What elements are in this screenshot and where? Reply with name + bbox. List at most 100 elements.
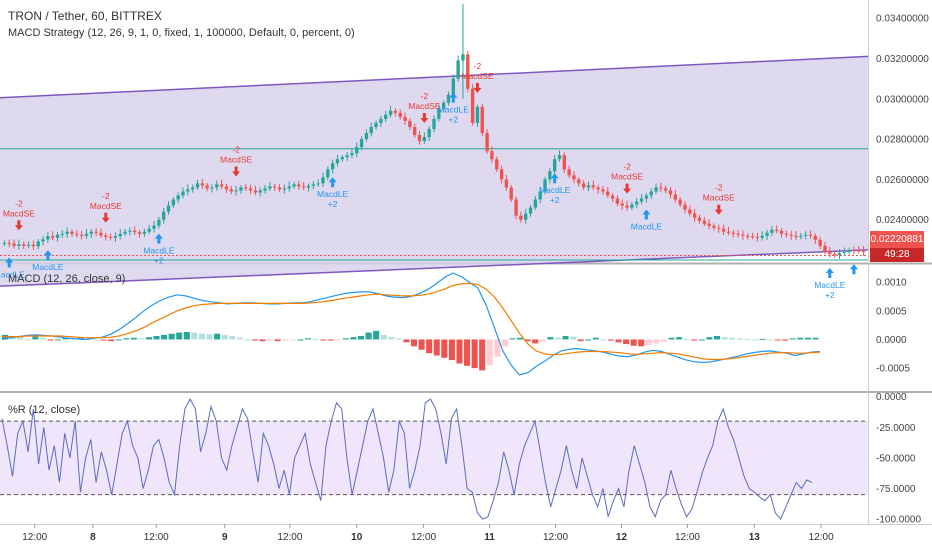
candle-body: [746, 235, 750, 237]
macd-histogram-bar: [426, 339, 433, 354]
time-axis-label: 9: [222, 532, 228, 543]
candle-body: [770, 229, 774, 233]
macd-histogram-bar: [676, 337, 683, 340]
long-entry-arrow: [550, 173, 559, 184]
candle-body: [2, 242, 7, 244]
macd-histogram-bar: [350, 337, 357, 340]
short-entry-qty: -2: [874, 0, 882, 2]
macd-histogram-bar: [464, 339, 471, 366]
candle-body: [538, 191, 542, 200]
candle-body: [784, 233, 789, 235]
candle-body: [413, 126, 417, 136]
candle-body: [60, 233, 65, 235]
candle-body: [630, 204, 634, 208]
candle-body: [451, 78, 455, 95]
price-axis-tick: 0.02800000: [876, 135, 929, 146]
candle-body: [219, 184, 224, 187]
macd-histogram-bar: [206, 334, 213, 340]
time-axis-label: 12:00: [22, 532, 47, 543]
candle-body: [678, 199, 682, 205]
candle-body: [152, 225, 156, 229]
macd-histogram-bar: [229, 336, 236, 340]
candle-body: [50, 236, 55, 238]
candle-body: [113, 236, 118, 238]
candle-body: [861, 250, 866, 252]
macd-histogram-bar: [698, 339, 705, 341]
long-entry-label: MacdLE: [0, 269, 25, 279]
candle-body: [229, 189, 233, 192]
macd-histogram-bar: [812, 337, 819, 340]
macd-histogram-bar: [115, 339, 122, 341]
macd-histogram-bar: [357, 336, 365, 340]
candle-body: [644, 195, 649, 199]
candle-body: [504, 179, 509, 188]
williams-r-axis-tick: 0.0000: [876, 392, 907, 403]
candle-body: [142, 231, 147, 234]
macd-histogram-bar: [615, 339, 622, 343]
candle-body: [847, 249, 851, 252]
candle-body: [736, 233, 740, 235]
candle-body: [46, 236, 50, 240]
candle-body: [789, 234, 793, 236]
macd-histogram-bar: [554, 337, 561, 340]
long-entry-label: MacdLE: [143, 246, 175, 256]
candle-body: [162, 211, 166, 220]
long-entry-label: MacdLE: [317, 189, 349, 199]
macd-histogram-bar: [486, 339, 493, 366]
short-entry-arrow: [101, 212, 110, 223]
candle-body: [572, 175, 576, 180]
candle-body: [649, 191, 653, 196]
macd-histogram-bar: [236, 337, 243, 340]
macd-histogram-bar: [668, 337, 675, 340]
candle-body: [355, 147, 359, 154]
macd-histogram-bar: [766, 339, 774, 341]
williams-r-axis-tick: -75.0000: [876, 484, 916, 495]
macd-histogram-bar: [744, 338, 751, 340]
macd-histogram-bar: [297, 339, 304, 341]
williams-r-legend[interactable]: %R (12, close): [8, 404, 81, 416]
candle-body: [268, 186, 272, 189]
long-entry-qty: +2: [154, 256, 164, 266]
time-axis-label: 12:00: [144, 532, 169, 543]
candle-body: [514, 199, 518, 216]
price-axis-tick: 0.02600000: [876, 175, 929, 186]
signal-line: [2, 282, 821, 361]
macd-histogram-bar: [47, 339, 54, 341]
short-entry-arrow: [714, 204, 723, 215]
candle-body: [596, 187, 600, 190]
candle-body: [837, 252, 842, 255]
candle-body: [533, 199, 538, 208]
macd-histogram-bar: [713, 336, 721, 340]
macd-histogram-bar: [562, 336, 569, 340]
candle-body: [683, 204, 687, 210]
long-entry-arrow: [5, 257, 14, 268]
time-axis-label: 8: [90, 532, 96, 543]
candle-body: [437, 108, 441, 119]
candle-body: [654, 187, 658, 192]
symbol-legend[interactable]: TRON / Tether, 60, BITTREX: [8, 9, 162, 23]
candle-body: [466, 54, 470, 89]
macd-histogram-bar: [759, 338, 766, 340]
macd-histogram-bar: [547, 337, 554, 340]
macd-histogram-bar: [108, 339, 115, 342]
candle-body: [432, 118, 436, 129]
strategy-legend[interactable]: MACD Strategy (12, 26, 9, 1, 0, fixed, 1…: [8, 27, 355, 39]
candle-body: [422, 137, 427, 142]
candle-body: [263, 188, 267, 191]
macd-legend[interactable]: MACD (12, 26, close, 9): [8, 273, 126, 285]
macd-histogram-bar: [244, 339, 251, 341]
candle-body: [166, 205, 171, 212]
candle-body: [601, 189, 605, 192]
candle-body: [625, 205, 629, 208]
candle-body: [297, 184, 301, 187]
macd-histogram-bar: [380, 334, 387, 340]
candle-body: [171, 199, 176, 206]
candle-body: [668, 190, 673, 195]
candle-body: [321, 177, 325, 184]
macd-histogram-bar: [130, 337, 137, 340]
macd-histogram-bar: [441, 339, 448, 358]
macd-axis-tick: 0.0010: [876, 278, 907, 289]
short-entry-qty: -2: [715, 183, 723, 193]
